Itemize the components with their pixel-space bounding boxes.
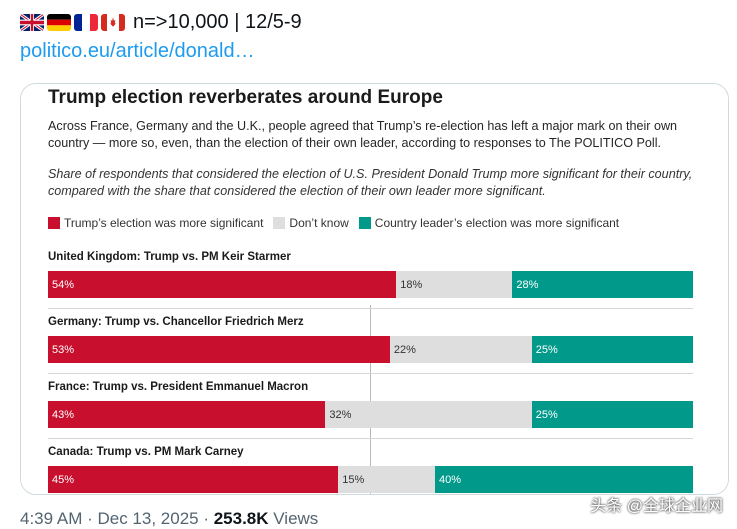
bar-segment-leader: 25% — [531, 336, 693, 363]
flag-row — [20, 13, 125, 31]
bar-value-label: 43% — [52, 408, 75, 421]
row-label: United Kingdom: Trump vs. PM Keir Starme… — [48, 251, 291, 263]
bar-segment-dont-know: 32% — [325, 401, 532, 428]
legend-label-leader: Country leader’s election was more signi… — [374, 216, 620, 230]
post-meta: 4:39 AM · Dec 13, 2025 · 253.8K Views — [20, 509, 318, 529]
legend-swatch-dont-know — [273, 217, 286, 229]
bar-segment-trump: 54% — [48, 271, 397, 298]
graphic-body: Across France, Germany and the U.K., peo… — [48, 119, 678, 150]
bar-value-label: 22% — [393, 343, 416, 356]
bar-value-label: 15% — [342, 473, 365, 486]
row-divider — [48, 308, 693, 309]
bar-segment-leader: 25% — [531, 401, 693, 428]
article-link[interactable]: politico.eu/article/donald… — [20, 40, 255, 62]
views-label: Views — [268, 509, 319, 528]
stacked-bar: 45% 15% 40% — [48, 466, 693, 493]
bar-segment-dont-know: 15% — [338, 466, 435, 493]
bar-value-label: 54% — [52, 278, 75, 291]
legend-swatch-trump — [48, 217, 60, 229]
row-divider — [48, 373, 693, 374]
bar-segment-dont-know: 22% — [389, 336, 532, 363]
canada-flag-icon — [101, 13, 125, 31]
legend-item-dont-know: Don’t know — [273, 216, 349, 230]
bar-value-label: 45% — [52, 473, 75, 486]
row-label: Canada: Trump vs. PM Mark Carney — [48, 446, 244, 458]
bar-value-label: 40% — [439, 473, 462, 486]
graphic-title: Trump election reverberates around Europ… — [48, 87, 443, 108]
link-card[interactable]: Trump election reverberates around Europ… — [20, 83, 729, 495]
france-flag-icon — [74, 13, 98, 31]
bar-value-label: 25% — [535, 408, 558, 421]
uk-flag-icon — [20, 13, 44, 31]
bar-segment-trump: 43% — [48, 401, 326, 428]
post-header-text: n=>10,000 | 12/5-9 — [133, 10, 302, 33]
post-header: n=>10,000 | 12/5-9 — [20, 8, 302, 36]
bar-segment-leader: 28% — [512, 271, 693, 298]
poll-graphic: Trump election reverberates around Europ… — [21, 84, 728, 494]
bar-segment-trump: 45% — [48, 466, 339, 493]
views-count: 253.8K — [213, 509, 269, 528]
bar-value-label: 25% — [535, 343, 558, 356]
bar-value-label: 32% — [329, 408, 352, 421]
stacked-bar: 43% 32% 25% — [48, 401, 693, 428]
row-divider — [48, 438, 693, 439]
bar-value-label: 53% — [52, 343, 75, 356]
legend-label-trump: Trump’s election was more significant — [64, 216, 264, 230]
row-label: France: Trump vs. President Emmanuel Mac… — [48, 381, 309, 393]
legend-item-leader: Country leader’s election was more signi… — [358, 216, 620, 230]
bar-segment-leader: 40% — [435, 466, 693, 493]
legend-label-dont-know: Don’t know — [289, 216, 349, 230]
bar-value-label: 18% — [400, 278, 423, 291]
bar-value-label: 28% — [516, 278, 539, 291]
germany-flag-icon — [47, 13, 71, 31]
row-label: Germany: Trump vs. Chancellor Friedrich … — [48, 316, 304, 328]
legend-swatch-leader — [358, 217, 371, 229]
legend-item-trump: Trump’s election was more significant — [48, 216, 263, 230]
post-timestamp[interactable]: 4:39 AM · Dec 13, 2025 · — [20, 509, 214, 528]
graphic-note: Share of respondents that considered the… — [48, 167, 693, 198]
bar-segment-trump: 53% — [48, 336, 390, 363]
stacked-bar: 54% 18% 28% — [48, 271, 693, 298]
bar-segment-dont-know: 18% — [396, 271, 513, 298]
watermark: 头条 @全球企业网 — [590, 498, 723, 515]
stacked-bar: 53% 22% 25% — [48, 336, 693, 363]
chart-legend: Trump’s election was more significant Do… — [48, 216, 629, 230]
midpoint-line — [370, 305, 371, 494]
